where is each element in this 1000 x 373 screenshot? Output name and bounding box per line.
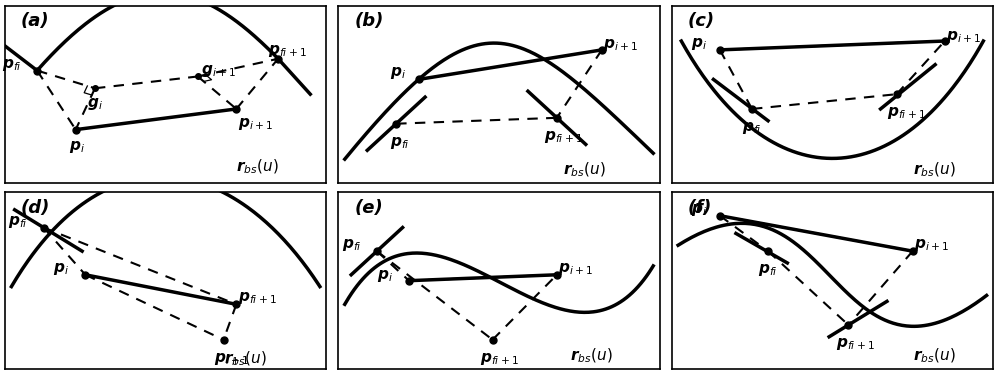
- Text: $\boldsymbol{p}_{fi}$: $\boldsymbol{p}_{fi}$: [2, 57, 22, 73]
- Text: $\boldsymbol{p}_{i}$: $\boldsymbol{p}_{i}$: [691, 36, 707, 52]
- Text: $\boldsymbol{r}_{bs}(u)$: $\boldsymbol{r}_{bs}(u)$: [236, 157, 279, 176]
- Text: $\boldsymbol{r}_{bs}(u)$: $\boldsymbol{r}_{bs}(u)$: [570, 347, 612, 365]
- Text: $\boldsymbol{p}_{i}$: $\boldsymbol{p}_{i}$: [53, 261, 69, 277]
- Text: $\boldsymbol{p}_{i}$: $\boldsymbol{p}_{i}$: [377, 268, 393, 284]
- Text: $\boldsymbol{r}_{bs}(u)$: $\boldsymbol{r}_{bs}(u)$: [913, 347, 955, 365]
- Text: $\boldsymbol{g}_{i+1}$: $\boldsymbol{g}_{i+1}$: [201, 63, 236, 78]
- Text: $\boldsymbol{g}_{i}$: $\boldsymbol{g}_{i}$: [87, 97, 103, 113]
- Text: $\boldsymbol{p}_{i+1}$: $\boldsymbol{p}_{i+1}$: [914, 237, 949, 253]
- Text: $\boldsymbol{r}_{bs}(u)$: $\boldsymbol{r}_{bs}(u)$: [224, 350, 266, 368]
- Text: $\boldsymbol{p}_{fi}$: $\boldsymbol{p}_{fi}$: [8, 214, 28, 229]
- Text: $\boldsymbol{p}_{i+1}$: $\boldsymbol{p}_{i+1}$: [558, 261, 593, 277]
- Text: $\boldsymbol{p}_{fi}$: $\boldsymbol{p}_{fi}$: [758, 262, 778, 278]
- Text: $\boldsymbol{p}_{fi+1}$: $\boldsymbol{p}_{fi+1}$: [238, 290, 277, 306]
- Text: $\boldsymbol{p}_{fi}$: $\boldsymbol{p}_{fi}$: [390, 135, 410, 151]
- Text: $\boldsymbol{p}_{i+1}$: $\boldsymbol{p}_{i+1}$: [238, 116, 273, 132]
- Text: $\boldsymbol{p}_{fi}$: $\boldsymbol{p}_{fi}$: [742, 120, 762, 136]
- Text: (b): (b): [354, 12, 384, 30]
- Text: $\boldsymbol{p}_{i+1}$: $\boldsymbol{p}_{i+1}$: [603, 37, 638, 53]
- Text: $\boldsymbol{p}_{i+1}$: $\boldsymbol{p}_{i+1}$: [214, 351, 249, 367]
- Text: $\boldsymbol{p}_{i+1}$: $\boldsymbol{p}_{i+1}$: [946, 29, 981, 44]
- Text: $\boldsymbol{p}_{fi+1}$: $\boldsymbol{p}_{fi+1}$: [268, 43, 307, 59]
- Text: (c): (c): [688, 12, 715, 30]
- Text: (a): (a): [21, 12, 50, 30]
- Text: $\boldsymbol{p}_{fi}$: $\boldsymbol{p}_{fi}$: [342, 237, 361, 253]
- Text: $\boldsymbol{p}_{fi+1}$: $\boldsymbol{p}_{fi+1}$: [544, 129, 583, 145]
- Text: $\boldsymbol{r}_{bs}(u)$: $\boldsymbol{r}_{bs}(u)$: [913, 160, 955, 179]
- Text: $\boldsymbol{p}_{fi+1}$: $\boldsymbol{p}_{fi+1}$: [887, 105, 926, 121]
- Text: (f): (f): [688, 199, 712, 217]
- Text: $\boldsymbol{p}_{i}$: $\boldsymbol{p}_{i}$: [691, 202, 707, 218]
- Text: $\boldsymbol{p}_{i}$: $\boldsymbol{p}_{i}$: [390, 66, 406, 81]
- Text: $\boldsymbol{r}_{bs}(u)$: $\boldsymbol{r}_{bs}(u)$: [563, 160, 606, 179]
- Text: $\boldsymbol{p}_{fi+1}$: $\boldsymbol{p}_{fi+1}$: [480, 351, 518, 367]
- Text: $\boldsymbol{p}_{fi+1}$: $\boldsymbol{p}_{fi+1}$: [836, 336, 874, 352]
- Text: (e): (e): [354, 199, 383, 217]
- Text: $\boldsymbol{p}_{i}$: $\boldsymbol{p}_{i}$: [69, 139, 85, 155]
- Text: (d): (d): [21, 199, 50, 217]
